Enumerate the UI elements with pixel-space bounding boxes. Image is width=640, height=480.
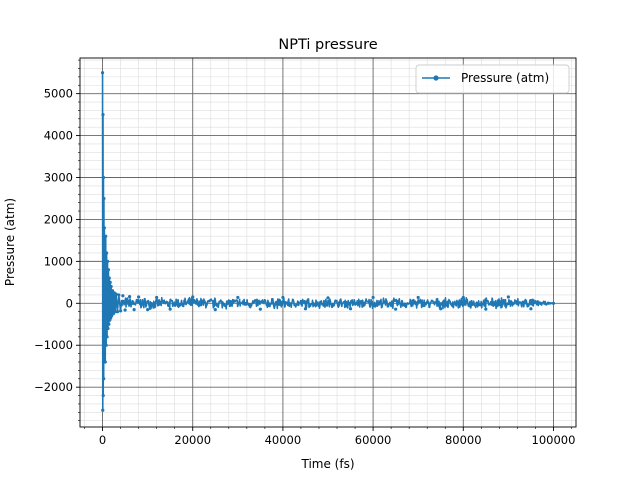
data-point bbox=[109, 284, 113, 289]
x-tick-label: 100000 bbox=[532, 433, 576, 447]
data-point bbox=[132, 307, 136, 312]
data-point bbox=[117, 293, 121, 297]
data-point bbox=[394, 307, 398, 311]
y-tick-label: 0 bbox=[66, 296, 73, 310]
data-point bbox=[326, 296, 330, 300]
x-tick-labels: 0 20000 40000 60000 80000 100000 bbox=[99, 433, 576, 447]
data-point bbox=[105, 251, 109, 255]
data-point bbox=[551, 301, 556, 305]
y-axis-label: Pressure (atm) bbox=[3, 198, 17, 286]
data-point bbox=[155, 295, 159, 300]
data-point bbox=[101, 175, 106, 180]
y-tick-label: 1000 bbox=[44, 254, 73, 268]
data-point bbox=[121, 294, 125, 298]
data-point bbox=[102, 226, 106, 230]
data-point bbox=[128, 294, 132, 299]
data-point bbox=[484, 307, 488, 311]
x-tick-label: 60000 bbox=[355, 433, 392, 447]
data-point bbox=[101, 113, 105, 117]
data-point bbox=[123, 308, 127, 312]
data-point bbox=[103, 238, 107, 243]
data-point bbox=[115, 310, 120, 314]
x-tick-label: 20000 bbox=[174, 433, 211, 447]
data-point bbox=[506, 295, 510, 299]
data-point bbox=[114, 292, 118, 296]
data-point bbox=[106, 326, 110, 331]
data-point bbox=[348, 307, 353, 311]
data-point bbox=[101, 408, 105, 412]
y-tick-label: −1000 bbox=[34, 338, 73, 352]
chart-title: NPTi pressure bbox=[278, 37, 377, 53]
data-point bbox=[111, 312, 115, 316]
data-point bbox=[102, 196, 106, 201]
axis-ticks bbox=[76, 59, 572, 431]
data-point bbox=[105, 335, 109, 339]
data-point bbox=[439, 307, 443, 311]
data-point bbox=[106, 268, 111, 272]
data-point bbox=[107, 322, 111, 326]
minor-grid bbox=[80, 58, 576, 427]
data-point bbox=[258, 307, 262, 311]
legend-box bbox=[415, 64, 570, 94]
data-point bbox=[303, 307, 308, 311]
x-tick-label: 80000 bbox=[445, 433, 482, 447]
y-tick-label: 3000 bbox=[44, 171, 73, 185]
x-tick-label: 40000 bbox=[265, 433, 302, 447]
data-point bbox=[110, 289, 115, 293]
data-point bbox=[101, 393, 105, 398]
data-point bbox=[108, 280, 112, 284]
x-axis-label: Time (fs) bbox=[300, 457, 354, 471]
legend: Pressure (atm) bbox=[415, 64, 570, 94]
data-point bbox=[137, 295, 141, 299]
x-tick-label: 0 bbox=[99, 433, 106, 447]
y-tick-label: −2000 bbox=[34, 380, 73, 394]
data-point bbox=[100, 71, 105, 75]
y-tick-label: 5000 bbox=[44, 87, 73, 101]
series-line bbox=[101, 72, 554, 412]
data-point bbox=[529, 307, 533, 311]
data-point bbox=[107, 276, 111, 280]
legend-label: Pressure (atm) bbox=[461, 71, 549, 85]
data-point bbox=[146, 307, 150, 312]
y-tick-label: 2000 bbox=[44, 212, 73, 226]
data-point bbox=[102, 377, 106, 381]
plot-frame bbox=[79, 57, 577, 428]
data-point bbox=[113, 310, 117, 314]
data-point bbox=[102, 352, 106, 356]
data-point bbox=[191, 295, 195, 299]
data-point bbox=[105, 259, 110, 263]
data-point bbox=[102, 339, 107, 343]
data-point bbox=[104, 343, 108, 347]
legend-marker bbox=[433, 75, 439, 81]
data-point bbox=[168, 307, 172, 311]
y-tick-label: 4000 bbox=[44, 129, 73, 143]
data-point bbox=[213, 307, 217, 312]
data-point bbox=[109, 314, 114, 318]
data-point bbox=[461, 295, 465, 300]
y-tick-labels: −2000 −1000 0 1000 2000 3000 4000 5000 bbox=[34, 87, 73, 395]
data-point bbox=[103, 360, 107, 364]
data-point bbox=[118, 309, 123, 313]
data-point bbox=[236, 295, 240, 300]
data-point bbox=[416, 295, 420, 300]
data-point bbox=[281, 295, 285, 300]
data-point bbox=[371, 295, 375, 300]
series-layer bbox=[100, 71, 556, 412]
data-point bbox=[104, 234, 108, 238]
